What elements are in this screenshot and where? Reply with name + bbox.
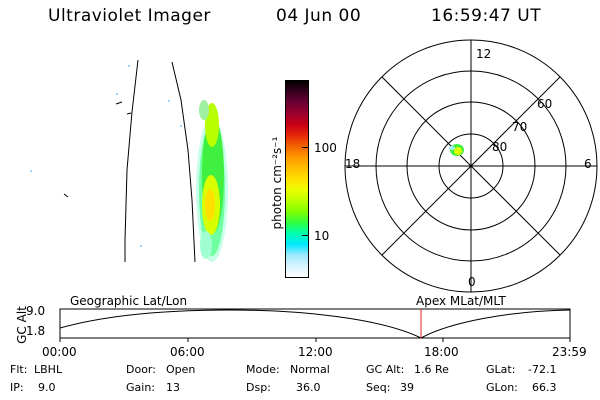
status-dsp-label: Dsp:	[246, 381, 271, 394]
status-seq-label: Seq:	[366, 381, 391, 394]
status-door-value: Open	[166, 363, 196, 376]
lat-label-70: 70	[512, 120, 528, 134]
image-time: 16:59:47 UT	[431, 6, 542, 26]
altitude-curve	[59, 309, 571, 339]
tick-mark	[126, 112, 132, 115]
color-scale-bar	[285, 80, 309, 278]
colorbar-tick	[302, 235, 308, 236]
x-tick-label: 12:00	[298, 345, 333, 359]
mlt-label-18: 18	[345, 157, 361, 171]
timeline-right-title: Apex MLat/MLT	[416, 294, 506, 308]
status-door-label: Door:	[126, 363, 156, 376]
status-filter-label: Flt:	[10, 363, 28, 376]
status-filter-value: LBHL	[34, 363, 63, 376]
lat-label-60: 60	[537, 97, 553, 111]
status-ip-label: IP:	[10, 381, 24, 394]
timeline-y-tick-9: 9.0	[26, 304, 46, 318]
status-gain-label: Gain:	[126, 381, 155, 394]
lat-label-80: 80	[492, 140, 508, 154]
status-mode-label: Mode:	[246, 363, 280, 376]
tick-mark	[63, 193, 69, 198]
status-glat-label: GLat:	[486, 363, 516, 376]
mlt-label-12: 12	[476, 47, 492, 61]
colorbar-tick-label-10: 10	[314, 229, 330, 243]
lon-grid-line	[171, 61, 196, 263]
mlt-label-0: 0	[468, 275, 476, 289]
image-date: 04 Jun 00	[276, 6, 362, 26]
status-ip-value: 9.0	[38, 381, 56, 394]
status-glon-value: 66.3	[532, 381, 557, 394]
x-tick-label: 00:00	[42, 345, 77, 359]
status-dsp-value: 36.0	[296, 381, 321, 394]
timeline-y-tick-1.8: 1.8	[26, 324, 46, 338]
x-tick-label: 06:00	[170, 345, 205, 359]
status-gain-value: 13	[166, 381, 180, 394]
x-tick-label: 18:00	[424, 345, 459, 359]
colorbar-tick	[302, 147, 308, 148]
polar-aurora-spot	[449, 144, 464, 156]
aurora-emission	[196, 100, 228, 262]
colorbar-tick-label-100: 100	[314, 141, 337, 155]
x-tick-label: 23:59	[552, 345, 587, 359]
status-gcalt-value: 1.6 Re	[414, 363, 449, 376]
tick-mark	[115, 101, 123, 105]
mlt-label-6: 6	[584, 157, 592, 171]
lon-grid-line	[124, 59, 139, 262]
status-glat-value: -72.1	[528, 363, 557, 376]
status-seq-value: 39	[400, 381, 414, 394]
status-mode-value: Normal	[290, 363, 330, 376]
status-glon-label: GLon:	[486, 381, 518, 394]
timeline-left-title: Geographic Lat/Lon	[70, 294, 188, 308]
status-gcalt-label: GC Alt:	[366, 363, 405, 376]
image-title: Ultraviolet Imager	[48, 6, 211, 26]
